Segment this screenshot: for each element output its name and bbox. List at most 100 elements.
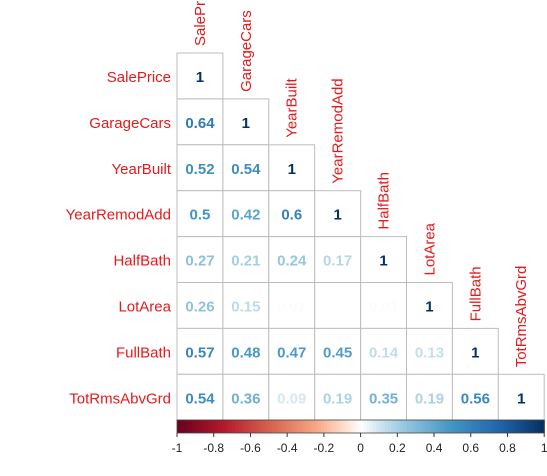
- correlation-value: 1: [471, 344, 479, 361]
- colorbar-segment: [314, 420, 319, 433]
- colorbar-segment: [458, 420, 463, 433]
- colorbar-segment: [498, 420, 502, 433]
- colorbar-segment: [464, 420, 469, 433]
- cell-border: [222, 282, 270, 329]
- colorbar-segment: [320, 420, 325, 433]
- colorbar-segment: [443, 420, 447, 433]
- colorbar-segment: [486, 420, 490, 433]
- colorbar-segment: [430, 420, 435, 433]
- colorbar-tick-label: -0.4: [277, 441, 298, 455]
- colorbar-tick-label: -0.6: [240, 441, 261, 455]
- colorbar-segment: [525, 420, 530, 433]
- cell-LotArea-SalePrice: 0.26: [176, 282, 224, 329]
- colorbar-segment: [207, 420, 212, 433]
- correlation-value: 0.13: [415, 344, 444, 361]
- cell-border: [222, 190, 270, 238]
- colorbar-segment: [274, 420, 279, 433]
- cell-LotArea-YearBuilt: 0.01: [268, 282, 316, 329]
- correlation-value: 0.26: [185, 298, 214, 315]
- colorbar-segment: [510, 420, 515, 433]
- correlation-value: 0.27: [185, 253, 214, 270]
- correlation-value: 0.54: [231, 161, 261, 178]
- colorbar-segment: [519, 420, 524, 433]
- cell-GarageCars-SalePrice: 0.64: [176, 98, 224, 146]
- cell-border: [497, 373, 545, 421]
- correlation-value: 0.6: [281, 207, 302, 224]
- cell-border: [451, 327, 499, 375]
- cell-YearRemodAdd-SalePrice: 0.5: [176, 190, 224, 238]
- row-label-HalfBath: HalfBath: [113, 253, 171, 270]
- correlation-value: 0.21: [231, 253, 260, 270]
- colorbar-segment: [357, 420, 362, 433]
- cells-layer: 1 0.64 1 0.52 0.54 1 0.5 0.42 0.6 1 0.27 0.21 0.24 0.…: [176, 52, 545, 421]
- colorbar-segment: [339, 420, 343, 433]
- column-label-HalfBath: HalfBath: [376, 172, 393, 230]
- colorbar-segment: [299, 420, 304, 433]
- colorbar-segment: [467, 420, 472, 433]
- cell-YearBuilt-GarageCars: 0.54: [222, 144, 270, 192]
- colorbar-segment: [397, 420, 401, 433]
- cell-border: [176, 98, 224, 146]
- cell-border: [360, 282, 408, 329]
- colorbar-segment: [241, 420, 245, 433]
- colorbar-segment: [201, 420, 206, 433]
- cell-SalePrice-SalePrice: 1: [176, 52, 224, 100]
- colorbar-segment: [531, 420, 536, 433]
- column-label-SalePrice: SalePrice: [192, 0, 209, 46]
- cell-LotArea-GarageCars: 0.15: [222, 282, 270, 329]
- colorbar-segment: [198, 420, 203, 433]
- colorbar-segment: [192, 420, 196, 433]
- cell-FullBath-YearBuilt: 0.47: [268, 327, 316, 375]
- correlation-value: 0.57: [185, 344, 214, 361]
- cell-TotRmsAbvGrd-YearRemodAdd: 0.19: [314, 373, 362, 421]
- cell-border: [314, 282, 362, 329]
- colorbar-segment: [204, 420, 209, 433]
- row-labels: SalePrice GarageCars YearBuilt YearRemodAdd…: [66, 69, 172, 407]
- colorbar-segment: [354, 420, 359, 433]
- colorbar-segment: [427, 420, 432, 433]
- colorbar-segment: [501, 420, 506, 433]
- colorbar-segment: [189, 420, 193, 433]
- correlation-value: 0.56: [461, 390, 490, 407]
- column-label-GarageCars: GarageCars: [238, 10, 255, 92]
- colorbar: -1 -0.8 -0.6 -0.4 -0.2 0 0.2 0.4 0.6 0.8 1: [172, 419, 547, 455]
- colorbar-segment: [412, 420, 417, 433]
- colorbar-segment: [385, 420, 389, 433]
- colorbar-segment: [372, 420, 377, 433]
- cell-TotRmsAbvGrd-TotRmsAbvGrd: 1: [497, 373, 545, 421]
- colorbar-segment: [302, 420, 307, 433]
- colorbar-segment: [522, 420, 527, 433]
- colorbar-segment: [391, 420, 395, 433]
- row-label-GarageCars: GarageCars: [89, 115, 171, 132]
- cell-GarageCars-GarageCars: 1: [222, 98, 270, 146]
- row-label-FullBath: FullBath: [116, 344, 171, 361]
- colorbar-segment: [342, 420, 346, 433]
- column-label-LotArea: LotArea: [421, 222, 438, 275]
- cell-border: [222, 236, 270, 284]
- correlation-value: 0.01: [369, 298, 398, 315]
- colorbar-segment: [492, 420, 496, 433]
- colorbar-segment: [369, 420, 374, 433]
- colorbar-segment: [244, 420, 248, 433]
- cell-TotRmsAbvGrd-FullBath: 0.56: [451, 373, 499, 421]
- cell-YearRemodAdd-YearRemodAdd: 1: [314, 190, 362, 238]
- colorbar-segment: [277, 420, 282, 433]
- colorbar-segment: [406, 420, 411, 433]
- cell-TotRmsAbvGrd-YearBuilt: 0.09: [268, 373, 316, 421]
- colorbar-segment: [317, 420, 322, 433]
- colorbar-segment: [336, 420, 340, 433]
- correlation-value: 0.19: [323, 390, 352, 407]
- column-label-YearRemodAdd: YearRemodAdd: [330, 78, 347, 183]
- colorbar-segment: [345, 420, 349, 433]
- colorbar-segment: [476, 420, 481, 433]
- column-labels: SalePrice GarageCars YearBuilt YearRemodAdd…: [192, 0, 530, 367]
- cell-border: [176, 373, 224, 421]
- colorbar-segment: [513, 420, 518, 433]
- cell-border: [406, 327, 453, 375]
- cell-border: [268, 144, 316, 192]
- colorbar-segment: [195, 420, 200, 433]
- colorbar-segment: [305, 420, 310, 433]
- colorbar-segment: [504, 420, 509, 433]
- colorbar-segment: [256, 420, 261, 433]
- colorbar-segment: [262, 420, 267, 433]
